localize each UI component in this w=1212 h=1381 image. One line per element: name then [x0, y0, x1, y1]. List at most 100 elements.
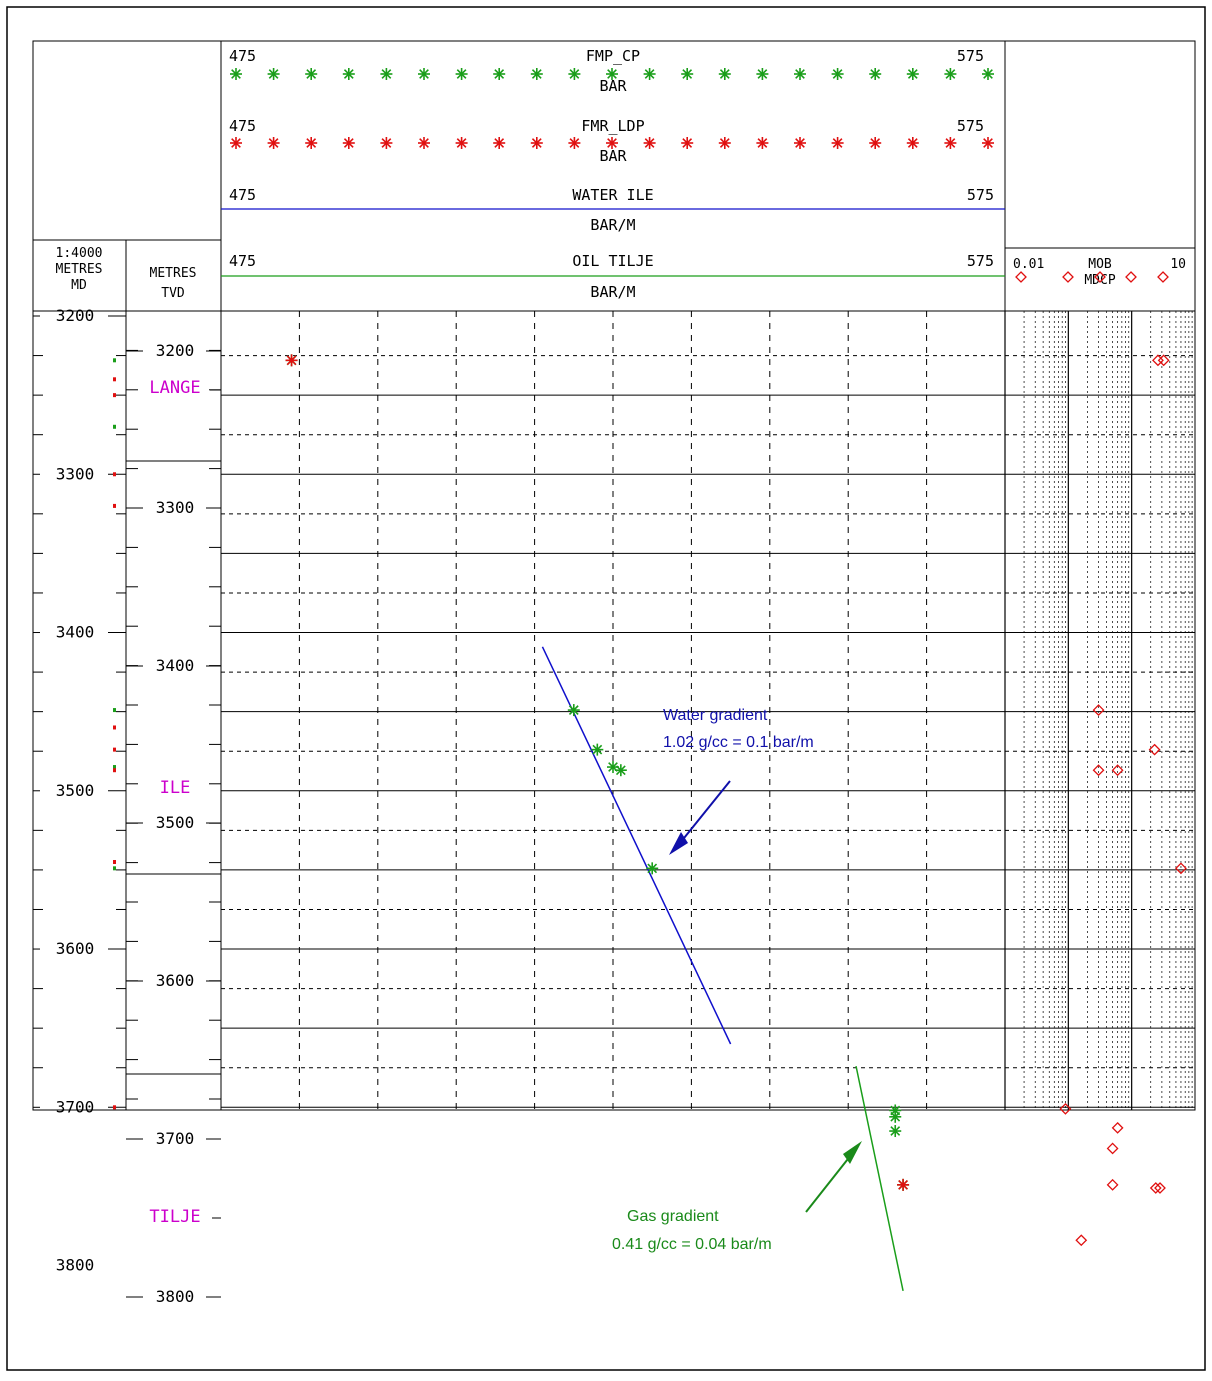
mob-point	[1106, 1142, 1119, 1155]
fmp-cp-point	[889, 1125, 902, 1138]
gas-gradient-line	[855, 1065, 904, 1292]
fmr-ldp-header-symbol	[267, 137, 280, 149]
md-scale: 1:4000	[56, 246, 103, 261]
fmp-cp-unit: BAR	[599, 77, 627, 95]
tvd-tick-label: 3400	[156, 656, 195, 675]
mob-point	[1111, 764, 1124, 777]
fmp-cp-point	[567, 704, 580, 717]
md-sample-mark	[113, 503, 116, 508]
mob-point	[1092, 704, 1105, 716]
fmp-cp-header-symbol	[267, 68, 280, 80]
fmr-ldp-header-symbol	[756, 137, 769, 149]
md-sample-mark	[113, 768, 116, 773]
mob-point	[1157, 354, 1170, 367]
fmp-cp-header-symbol	[869, 68, 882, 80]
fmp-cp-header-symbol	[906, 68, 919, 80]
md-units: METRES	[56, 262, 103, 277]
water-ile-unit: BAR/M	[590, 216, 635, 234]
data-series	[113, 354, 1187, 1292]
fmr-ldp-symbol-row	[230, 137, 994, 149]
md-tick-label: 3600	[56, 939, 95, 958]
fmp-cp-header-symbol	[681, 68, 694, 80]
fmp-cp-header-symbol	[756, 68, 769, 80]
mob-header-symbol	[1062, 271, 1074, 283]
tvd-tick-label: 3600	[156, 971, 195, 990]
grid	[221, 311, 1195, 1110]
mob-header-symbol	[1015, 271, 1027, 283]
plot-border	[32, 40, 1196, 1111]
fmp-cp-header-symbol	[455, 68, 468, 80]
water-gradient-arrow	[675, 780, 731, 849]
water-gradient-title: Water gradient	[663, 707, 768, 724]
fmp-cp-header-symbol	[606, 68, 618, 80]
fmr-ldp-name: FMR_LDP	[581, 117, 644, 135]
fmr-ldp-header-symbol	[493, 137, 506, 149]
fmr-ldp-header-symbol	[906, 137, 919, 149]
md-tick-label: 3400	[56, 623, 95, 642]
fmp-cp-point	[614, 764, 627, 777]
md-tick-label: 3800	[56, 1256, 95, 1275]
gas-gradient-title: Gas gradient	[627, 1208, 719, 1225]
fmp-cp-header-symbol	[568, 68, 581, 80]
gas-gradient-arrowhead	[843, 1141, 862, 1164]
fmp-cp-header-symbol	[944, 68, 957, 80]
mob-point	[1092, 764, 1105, 777]
fmr-ldp-header-symbol	[568, 137, 581, 149]
fmr-ldp-point	[285, 354, 298, 367]
fmp-cp-header-symbol	[230, 68, 242, 80]
water-ile-name: WATER ILE	[572, 186, 653, 204]
fmr-ldp-header-symbol	[718, 137, 731, 149]
mob-point	[1154, 1182, 1166, 1194]
gas-gradient-value: 0.41 g/cc = 0.04 bar/m	[612, 1236, 772, 1253]
oil-tilje-unit: BAR/M	[590, 283, 635, 301]
fmr-ldp-header-symbol	[982, 137, 994, 149]
fmr-ldp-header-symbol	[418, 137, 430, 149]
fmp-cp-point	[646, 862, 659, 875]
fmr-ldp-header-symbol	[230, 137, 242, 149]
fmr-ldp-header-symbol	[794, 137, 806, 149]
tvd-tick-label: 3800	[156, 1287, 195, 1306]
mob-header-symbol	[1094, 271, 1106, 283]
mob-point	[1149, 1182, 1162, 1194]
outer-border	[6, 6, 1206, 1371]
mob-point	[1059, 1102, 1072, 1115]
md-sample-mark	[113, 866, 116, 871]
md-sample-mark	[113, 1105, 116, 1110]
md-sample-mark	[113, 725, 116, 730]
fmr-ldp-header-symbol	[530, 137, 543, 149]
fmr-ldp-header-symbol	[455, 137, 468, 149]
fmp-cp-min: 475	[229, 47, 256, 65]
oil-tilje-name: OIL TILJE	[572, 252, 653, 270]
fmr-ldp-header-symbol	[869, 137, 882, 149]
fmp-cp-header-symbol	[718, 68, 731, 80]
fmr-ldp-header-symbol	[606, 137, 618, 149]
tvd-tick-label: 3200	[156, 341, 195, 360]
fmp-cp-header-symbol	[530, 68, 543, 80]
fmr-ldp-header-symbol	[342, 137, 355, 149]
fmr-ldp-header-symbol	[643, 137, 656, 149]
fmp-cp-name: FMP_CP	[586, 47, 640, 65]
fmr-ldp-header-symbol	[681, 137, 694, 149]
mob-point	[1148, 743, 1161, 756]
mob-symbol-row	[1015, 271, 1169, 283]
fmp-cp-point	[889, 1110, 902, 1123]
md-sample-mark	[113, 747, 116, 752]
fmp-cp-symbol-row	[230, 68, 994, 80]
mob-min: 0.01	[1013, 257, 1044, 272]
gas-gradient-arrow	[805, 1149, 856, 1213]
md-label: MD	[71, 278, 87, 293]
tvd-tick-label: 3500	[156, 813, 195, 832]
mob-header-symbol	[1125, 271, 1137, 283]
fmr-ldp-max: 575	[957, 117, 984, 135]
fmp-cp-header-symbol	[380, 68, 393, 80]
fmr-ldp-header-symbol	[831, 137, 844, 149]
zone-label-ile: ILE	[160, 778, 191, 798]
fmp-cp-header-symbol	[831, 68, 844, 80]
fmp-cp-header-symbol	[493, 68, 506, 80]
fmr-ldp-header-symbol	[380, 137, 393, 149]
mob-point	[1175, 862, 1187, 875]
mob-header-symbol	[1157, 271, 1169, 283]
mob-point	[1111, 1121, 1124, 1134]
